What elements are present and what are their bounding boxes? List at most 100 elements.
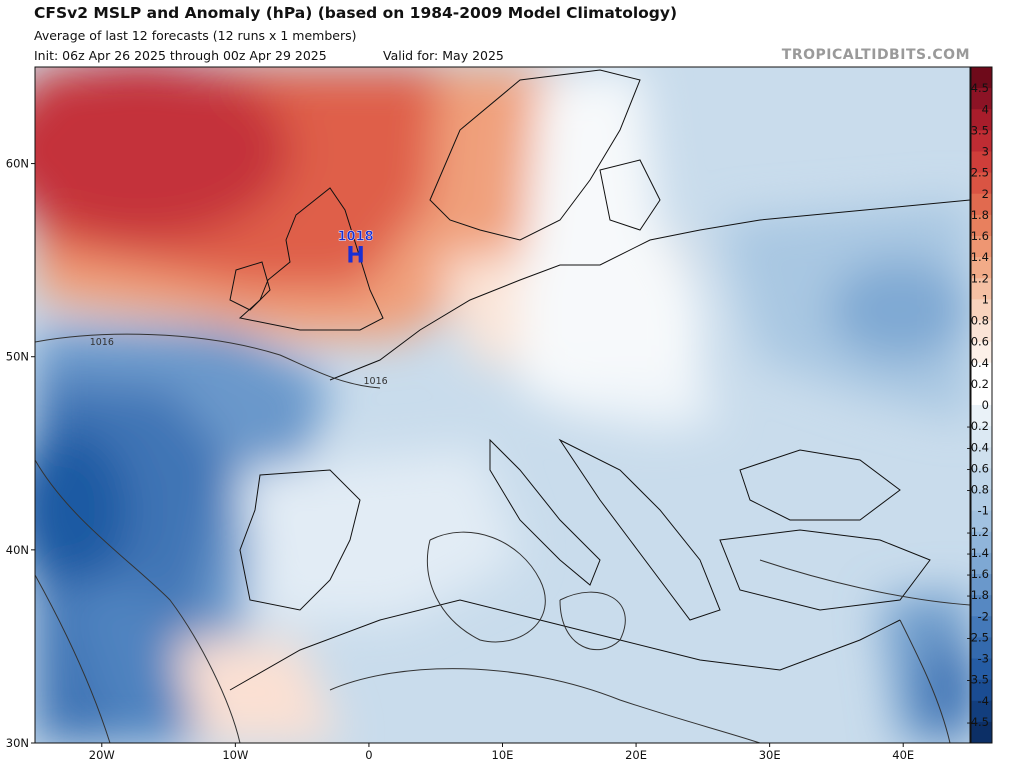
colorbar-swatch [971, 658, 992, 681]
colorbar-swatch [971, 193, 992, 216]
coast-italy [489, 438, 601, 586]
colorbar-swatch [971, 595, 992, 617]
lat-tick-label: 60N [6, 157, 29, 171]
colorbar-swatch [971, 489, 992, 512]
coast-iberia [239, 469, 361, 611]
longitude-axis: 20W 10W 0 10E 20E 30E 40E [89, 743, 914, 762]
colorbar-swatch [971, 88, 992, 110]
colorbar-swatch [971, 447, 992, 469]
lon-tick-label: 40E [892, 748, 914, 762]
init-range: Init: 06z Apr 26 2025 through 00z Apr 29… [34, 48, 327, 63]
colorbar-label: -1.2 [967, 525, 989, 539]
colorbar-swatch [971, 214, 992, 237]
colorbar-swatch [971, 552, 992, 575]
colorbar-label: -0.4 [967, 440, 989, 454]
colorbar-swatch [971, 468, 992, 490]
forecast-subtitle: Average of last 12 forecasts (12 runs x … [34, 28, 357, 43]
colorbar-swatch [971, 426, 992, 448]
colorbar-swatch [971, 510, 992, 533]
colorbar-label: 1.2 [971, 271, 989, 285]
colorbar-swatch [971, 679, 992, 702]
colorbar-label: -4.5 [967, 715, 989, 729]
colorbar: 4.5 4 3.5 3 2.5 2 1.8 1.6 1.4 1.2 1 0.8 0.6 0.4 0.2 0 -0… [967, 66, 993, 744]
colorbar-label: -1.6 [967, 567, 989, 581]
coast-britain [238, 187, 384, 331]
lat-tick-label: 40N [6, 543, 29, 557]
colorbar-label: -1.8 [967, 588, 989, 602]
coast-africa [229, 599, 901, 691]
colorbar-swatch [971, 700, 992, 723]
coast-scandinavia [429, 69, 641, 241]
valid-period: Valid for: May 2025 [383, 48, 504, 63]
colorbar-label: -2 [978, 609, 989, 623]
isobar-label-layer: 1016 1016 [90, 337, 388, 387]
colorbar-swatch [971, 616, 992, 638]
anomaly-field [35, 67, 970, 743]
colorbar-label: -1 [978, 504, 989, 518]
colorbar-swatch [971, 383, 992, 406]
chart-title: CFSv2 MSLP and Anomaly (hPa) (based on 1… [34, 4, 678, 22]
colorbar-swatch [971, 574, 992, 596]
colorbar-label: 1 [982, 292, 989, 306]
colorbar-swatch [971, 236, 992, 258]
lat-tick-label: 30N [6, 736, 29, 750]
colorbar-swatch [971, 151, 992, 174]
coast-continent [329, 199, 970, 381]
colorbar-swatch [971, 405, 992, 427]
high-pressure-center: 1018 H [337, 229, 374, 268]
lon-tick-label: 0 [365, 748, 372, 762]
colorbar-label: 0.6 [971, 335, 989, 349]
colorbar-swatch [971, 257, 992, 279]
colorbar-label: -0.2 [967, 419, 989, 433]
colorbar-swatch [971, 130, 992, 152]
latitude-axis: 60N 50N 40N 30N [6, 157, 35, 750]
colorbar-label: 3 [982, 145, 989, 159]
colorbar-label: 0.2 [971, 377, 989, 391]
colorbar-label: -4 [978, 694, 989, 708]
colorbar-swatch [971, 341, 992, 364]
colorbar-swatch [971, 278, 992, 300]
lon-tick-label: 20E [625, 748, 647, 762]
colorbar-swatch [971, 362, 992, 385]
colorbar-swatch [971, 531, 992, 554]
colorbar-swatch [971, 67, 992, 89]
colorbar-swatch [971, 721, 992, 744]
lon-tick-label: 10E [492, 748, 514, 762]
coast-baltic [599, 159, 661, 231]
isobars [35, 333, 970, 743]
coast-turkey [719, 529, 931, 611]
colorbar-label: 3.5 [971, 123, 989, 137]
colorbar-frame [970, 66, 993, 744]
high-pressure-label: H [346, 243, 364, 268]
isobar-label: 1016 [90, 337, 114, 348]
brand-watermark[interactable]: TROPICALTIDBITS.COM [781, 47, 970, 63]
colorbar-label: 1.6 [971, 229, 989, 243]
colorbar-label: 0.8 [971, 314, 989, 328]
coast-ireland [229, 261, 271, 311]
colorbar-label: 1.8 [971, 208, 989, 222]
colorbar-label: 1.4 [971, 250, 989, 264]
colorbar-swatch [971, 109, 992, 131]
colorbar-label: 0.4 [971, 356, 989, 370]
colorbar-label: 0 [982, 398, 989, 412]
colorbar-label: 4.5 [971, 81, 989, 95]
colorbar-label: 4 [982, 102, 989, 116]
lon-tick-label: 10W [222, 748, 248, 762]
colorbar-label: 2 [982, 187, 989, 201]
coastlines [229, 69, 970, 691]
coast-balkans [558, 438, 721, 621]
colorbar-label: -0.8 [967, 483, 989, 497]
colorbar-label: -3.5 [967, 673, 989, 687]
colorbar-swatch [971, 172, 992, 195]
high-pressure-value: 1018 [337, 229, 373, 244]
lon-tick-label: 20W [89, 748, 115, 762]
colorbar-swatch [971, 320, 992, 343]
colorbar-label: -2.5 [967, 630, 989, 644]
coast-black-sea [739, 449, 901, 521]
isobar-label: 1016 [364, 376, 388, 387]
colorbar-swatch [971, 637, 992, 659]
lon-tick-label: 30E [759, 748, 781, 762]
colorbar-label: 2.5 [971, 166, 989, 180]
lat-tick-label: 50N [6, 350, 29, 364]
